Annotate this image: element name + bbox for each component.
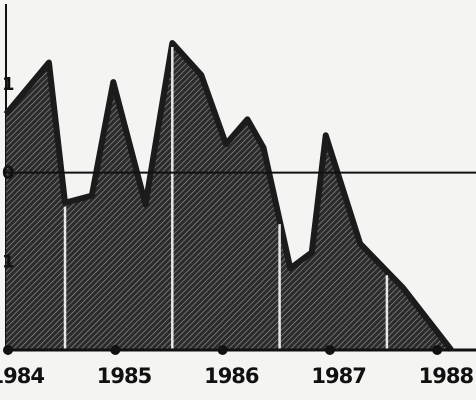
x-tick-label: 1987	[311, 364, 365, 388]
series-area	[6, 43, 452, 351]
axis-dot	[217, 345, 228, 355]
axis-dot	[110, 345, 121, 355]
x-tick-label: 1985	[97, 364, 152, 388]
axis-dot	[324, 345, 335, 355]
y-axis-ticks: 1 0 1	[2, 74, 15, 272]
y-tick-label: 0	[2, 163, 15, 184]
x-tick-label: 1986	[204, 364, 259, 388]
axis-dot	[3, 345, 13, 355]
x-tick-label: 1984	[0, 364, 44, 388]
x-tick-label: 1988	[419, 364, 474, 388]
y-tick-label: 1	[2, 74, 15, 95]
x-axis-ticks: 1984 1985 1986 1987 1988	[0, 364, 475, 388]
series-line	[3, 40, 454, 352]
y-tick-label: 1	[2, 251, 15, 272]
plot-area	[3, 4, 476, 355]
axis-dot	[432, 345, 443, 355]
